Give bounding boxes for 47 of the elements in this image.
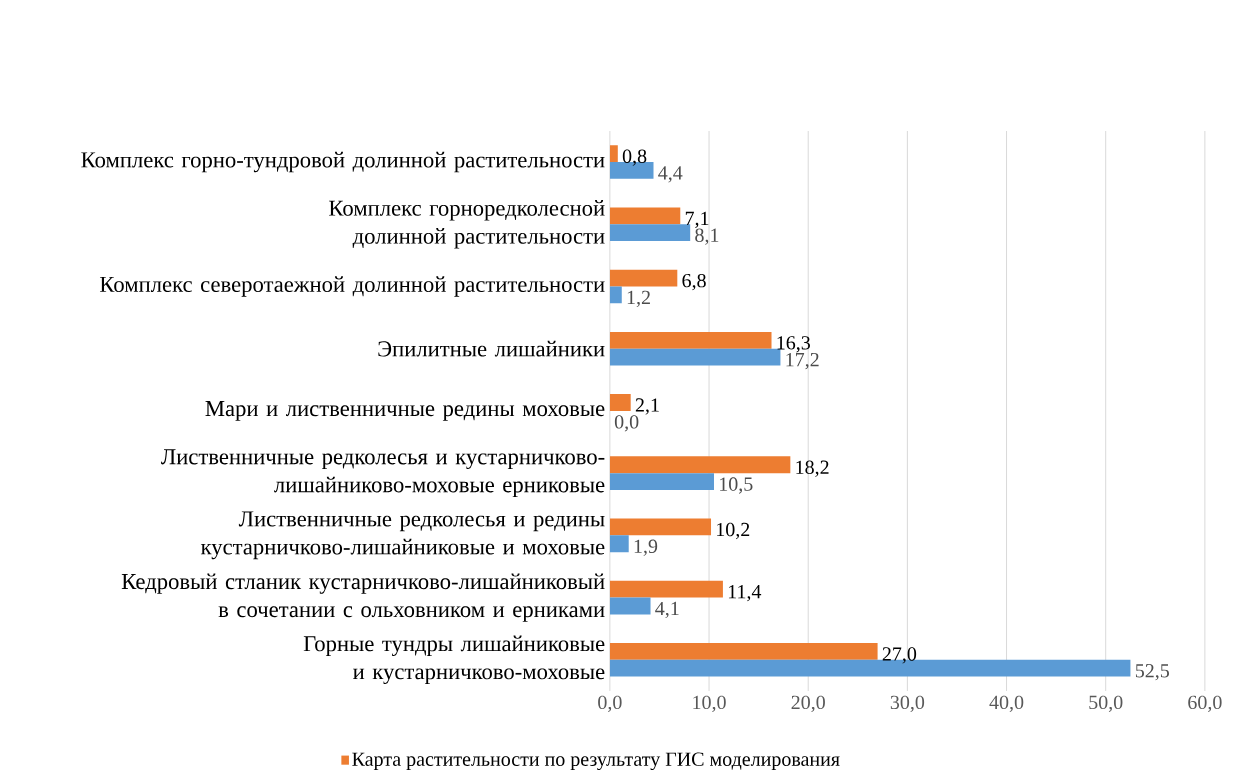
data-label: 16,3 <box>777 336 810 353</box>
y-tick-label: Кедровый стланик кустарничково-лишайниковый в сочетании с ольховником и ерниками <box>121 573 605 622</box>
data-label: 18,2 <box>796 460 829 477</box>
data-label: 27,0 <box>882 647 917 664</box>
bar <box>609 286 622 304</box>
bar <box>609 207 681 225</box>
data-label: 11,4 <box>728 585 762 602</box>
bar <box>609 456 791 474</box>
bar <box>609 269 678 287</box>
y-tick-label: Горные тундры лишайниковые и кустарничково-моховые <box>303 635 605 685</box>
bar <box>609 580 723 598</box>
bar <box>609 597 651 615</box>
y-tick-label: Комплекс северотаежной долинной растительности <box>99 276 605 297</box>
x-tick-label: 0,0 <box>598 695 622 712</box>
y-tick-label: Комплекс горно-тундровой долинной растительности <box>81 151 605 173</box>
x-tick-label: 60,0 <box>1188 695 1222 712</box>
data-label: 2,1 <box>635 398 659 415</box>
x-tick-label: 10,0 <box>693 695 726 712</box>
data-label: 1,2 <box>627 290 650 308</box>
data-label: 8,1 <box>695 228 719 245</box>
data-label: 0,0 <box>614 415 639 432</box>
bar <box>609 535 629 553</box>
data-label: 10,2 <box>717 522 750 540</box>
data-label: 10,5 <box>720 477 753 494</box>
y-tick-label: Лиственничные редколесья и кустарничково-лишайниково-моховые ерниковые <box>161 449 605 497</box>
bar <box>609 473 714 490</box>
y-tick-label: Комплекс горноредколесной долинной растительности <box>329 200 605 249</box>
bar <box>609 394 631 411</box>
y-tick-label: Мари и лиственничные редины моховые <box>205 401 605 421</box>
bar <box>609 331 772 349</box>
y-tick-label: Эпилитные лишайники <box>378 340 605 357</box>
x-tick-label: 40,0 <box>989 695 1024 712</box>
x-tick-label: 50,0 <box>1089 695 1123 712</box>
data-label: 6,8 <box>682 273 706 291</box>
x-tick-label: 20,0 <box>791 695 825 712</box>
y-tick-label: Лиственничные редколесья и редины кустарничково-лишайниковые и моховые <box>200 511 605 560</box>
data-label: 17,2 <box>786 352 819 370</box>
data-label: 7,1 <box>685 211 709 228</box>
x-tick-label: 30,0 <box>890 695 925 712</box>
legend-label: Карта растительности по результату ГИС моделирования <box>352 752 840 771</box>
data-label: 4,4 <box>658 166 683 183</box>
bar <box>609 145 618 163</box>
bar <box>609 518 712 536</box>
data-label: 52,5 <box>1135 664 1169 681</box>
data-label: 1,9 <box>634 539 658 556</box>
data-label: 4,1 <box>655 601 679 619</box>
bar <box>609 643 878 660</box>
